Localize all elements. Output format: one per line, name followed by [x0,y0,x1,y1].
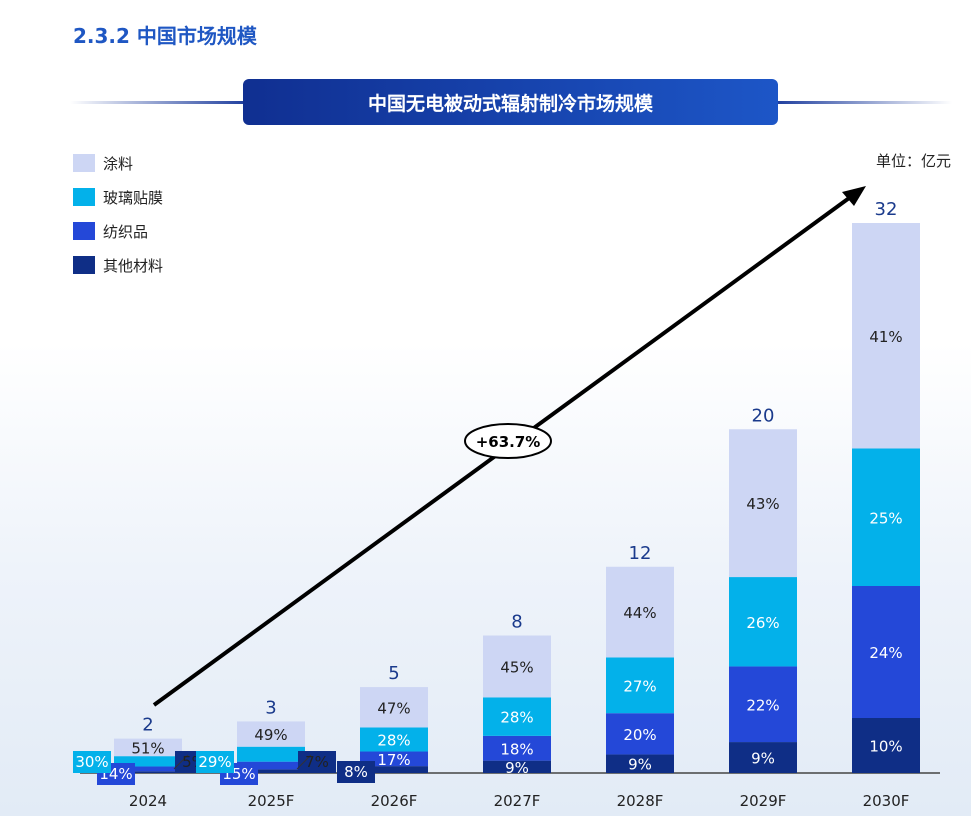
legend-item: 其他材料 [73,248,163,282]
percent-label: 49% [254,726,287,744]
x-tick-label: 2027F [494,792,541,810]
banner-line-left [70,101,250,104]
bar-segment [360,751,428,767]
section-title: 2.3.2 中国市场规模 [73,24,257,48]
bar-segment [237,721,305,747]
bar-segment [852,586,920,718]
percent-label: 10% [869,738,902,756]
percent-label: 22% [746,696,779,714]
bar-segment [729,429,797,578]
percent-label: 51% [131,739,164,757]
percent-label: 43% [746,495,779,513]
total-label: 32 [875,199,898,220]
bar-segment [114,738,182,757]
percent-label: 9% [751,750,775,768]
bar-segment [483,635,551,698]
percent-label: 25% [869,509,902,527]
x-tick-label: 2025F [248,792,295,810]
percent-label-box [337,761,375,783]
x-tick-label: 2030F [863,792,910,810]
x-tick-label: 2026F [371,792,418,810]
percent-label: 24% [869,644,902,662]
percent-label: 45% [500,658,533,676]
bar-segment [606,713,674,755]
bar-segment [483,735,551,761]
bar-segment [360,727,428,752]
percent-label-box [196,751,234,773]
bar-segment [237,761,305,770]
legend-item: 纺织品 [73,214,163,248]
bar-segment [852,448,920,586]
bar-segment [606,657,674,714]
legend-swatch [73,222,95,240]
bar-segment [852,223,920,449]
growth-arrow-head [842,186,866,206]
percent-label: 20% [623,726,656,744]
percent-label: 7% [305,753,329,771]
percent-label: 30% [75,753,108,771]
percent-label: 18% [500,740,533,758]
banner-line-right [772,101,952,104]
bar-segment [852,718,920,773]
bar-segment [606,566,674,658]
bar-segment [729,577,797,667]
bar-segment [114,771,182,773]
growth-annotation-label: +63.7% [476,433,541,451]
percent-label: 28% [500,709,533,727]
percent-label: 17% [377,751,410,769]
percent-label: 26% [746,614,779,632]
legend-label: 涂料 [103,154,134,173]
percent-label: 44% [623,604,656,622]
percent-label: 9% [628,756,652,774]
total-label: 20 [752,405,775,426]
leader-line [173,754,189,770]
bar-segment [729,742,797,773]
percent-label: 28% [377,731,410,749]
total-label: 5 [388,663,399,684]
x-tick-label: 2024 [129,792,167,810]
bar-segment [237,746,305,762]
legend-item: 玻璃贴膜 [73,180,163,214]
bar-segment [483,760,551,773]
legend-label: 玻璃贴膜 [103,188,164,207]
bar-segment [606,754,674,773]
x-tick-label: 2029F [740,792,787,810]
legend-label: 纺织品 [103,222,149,241]
percent-label: 47% [377,699,410,717]
unit-label: 单位：亿元 [875,152,951,170]
total-label: 3 [265,697,276,718]
leader-line [296,754,312,770]
percent-label-box [298,751,336,773]
legend-swatch [73,256,95,274]
percent-label: 41% [869,328,902,346]
bar-segment [114,756,182,767]
percent-label: 29% [198,753,231,771]
bar-segment [483,697,551,736]
bar-segment [360,766,428,773]
percent-label: 27% [623,677,656,695]
total-label: 12 [629,543,652,564]
bar-segment [729,666,797,743]
x-tick-label: 2028F [617,792,664,810]
bar-segment [237,769,305,773]
legend-item: 涂料 [73,146,163,180]
legend-swatch [73,188,95,206]
bar-segment [114,766,182,772]
legend: 涂料玻璃贴膜纺织品其他材料 [73,146,163,282]
percent-label: 8% [344,763,368,781]
growth-annotation-badge [464,423,552,459]
legend-label: 其他材料 [103,256,164,275]
percent-label-box [73,751,111,773]
total-label: 2 [142,715,153,736]
total-label: 8 [511,612,522,633]
legend-swatch [73,154,95,172]
chart-title: 中国无电被动式辐射制冷市场规模 [243,79,778,125]
bar-segment [360,687,428,728]
percent-label: 9% [505,759,529,777]
